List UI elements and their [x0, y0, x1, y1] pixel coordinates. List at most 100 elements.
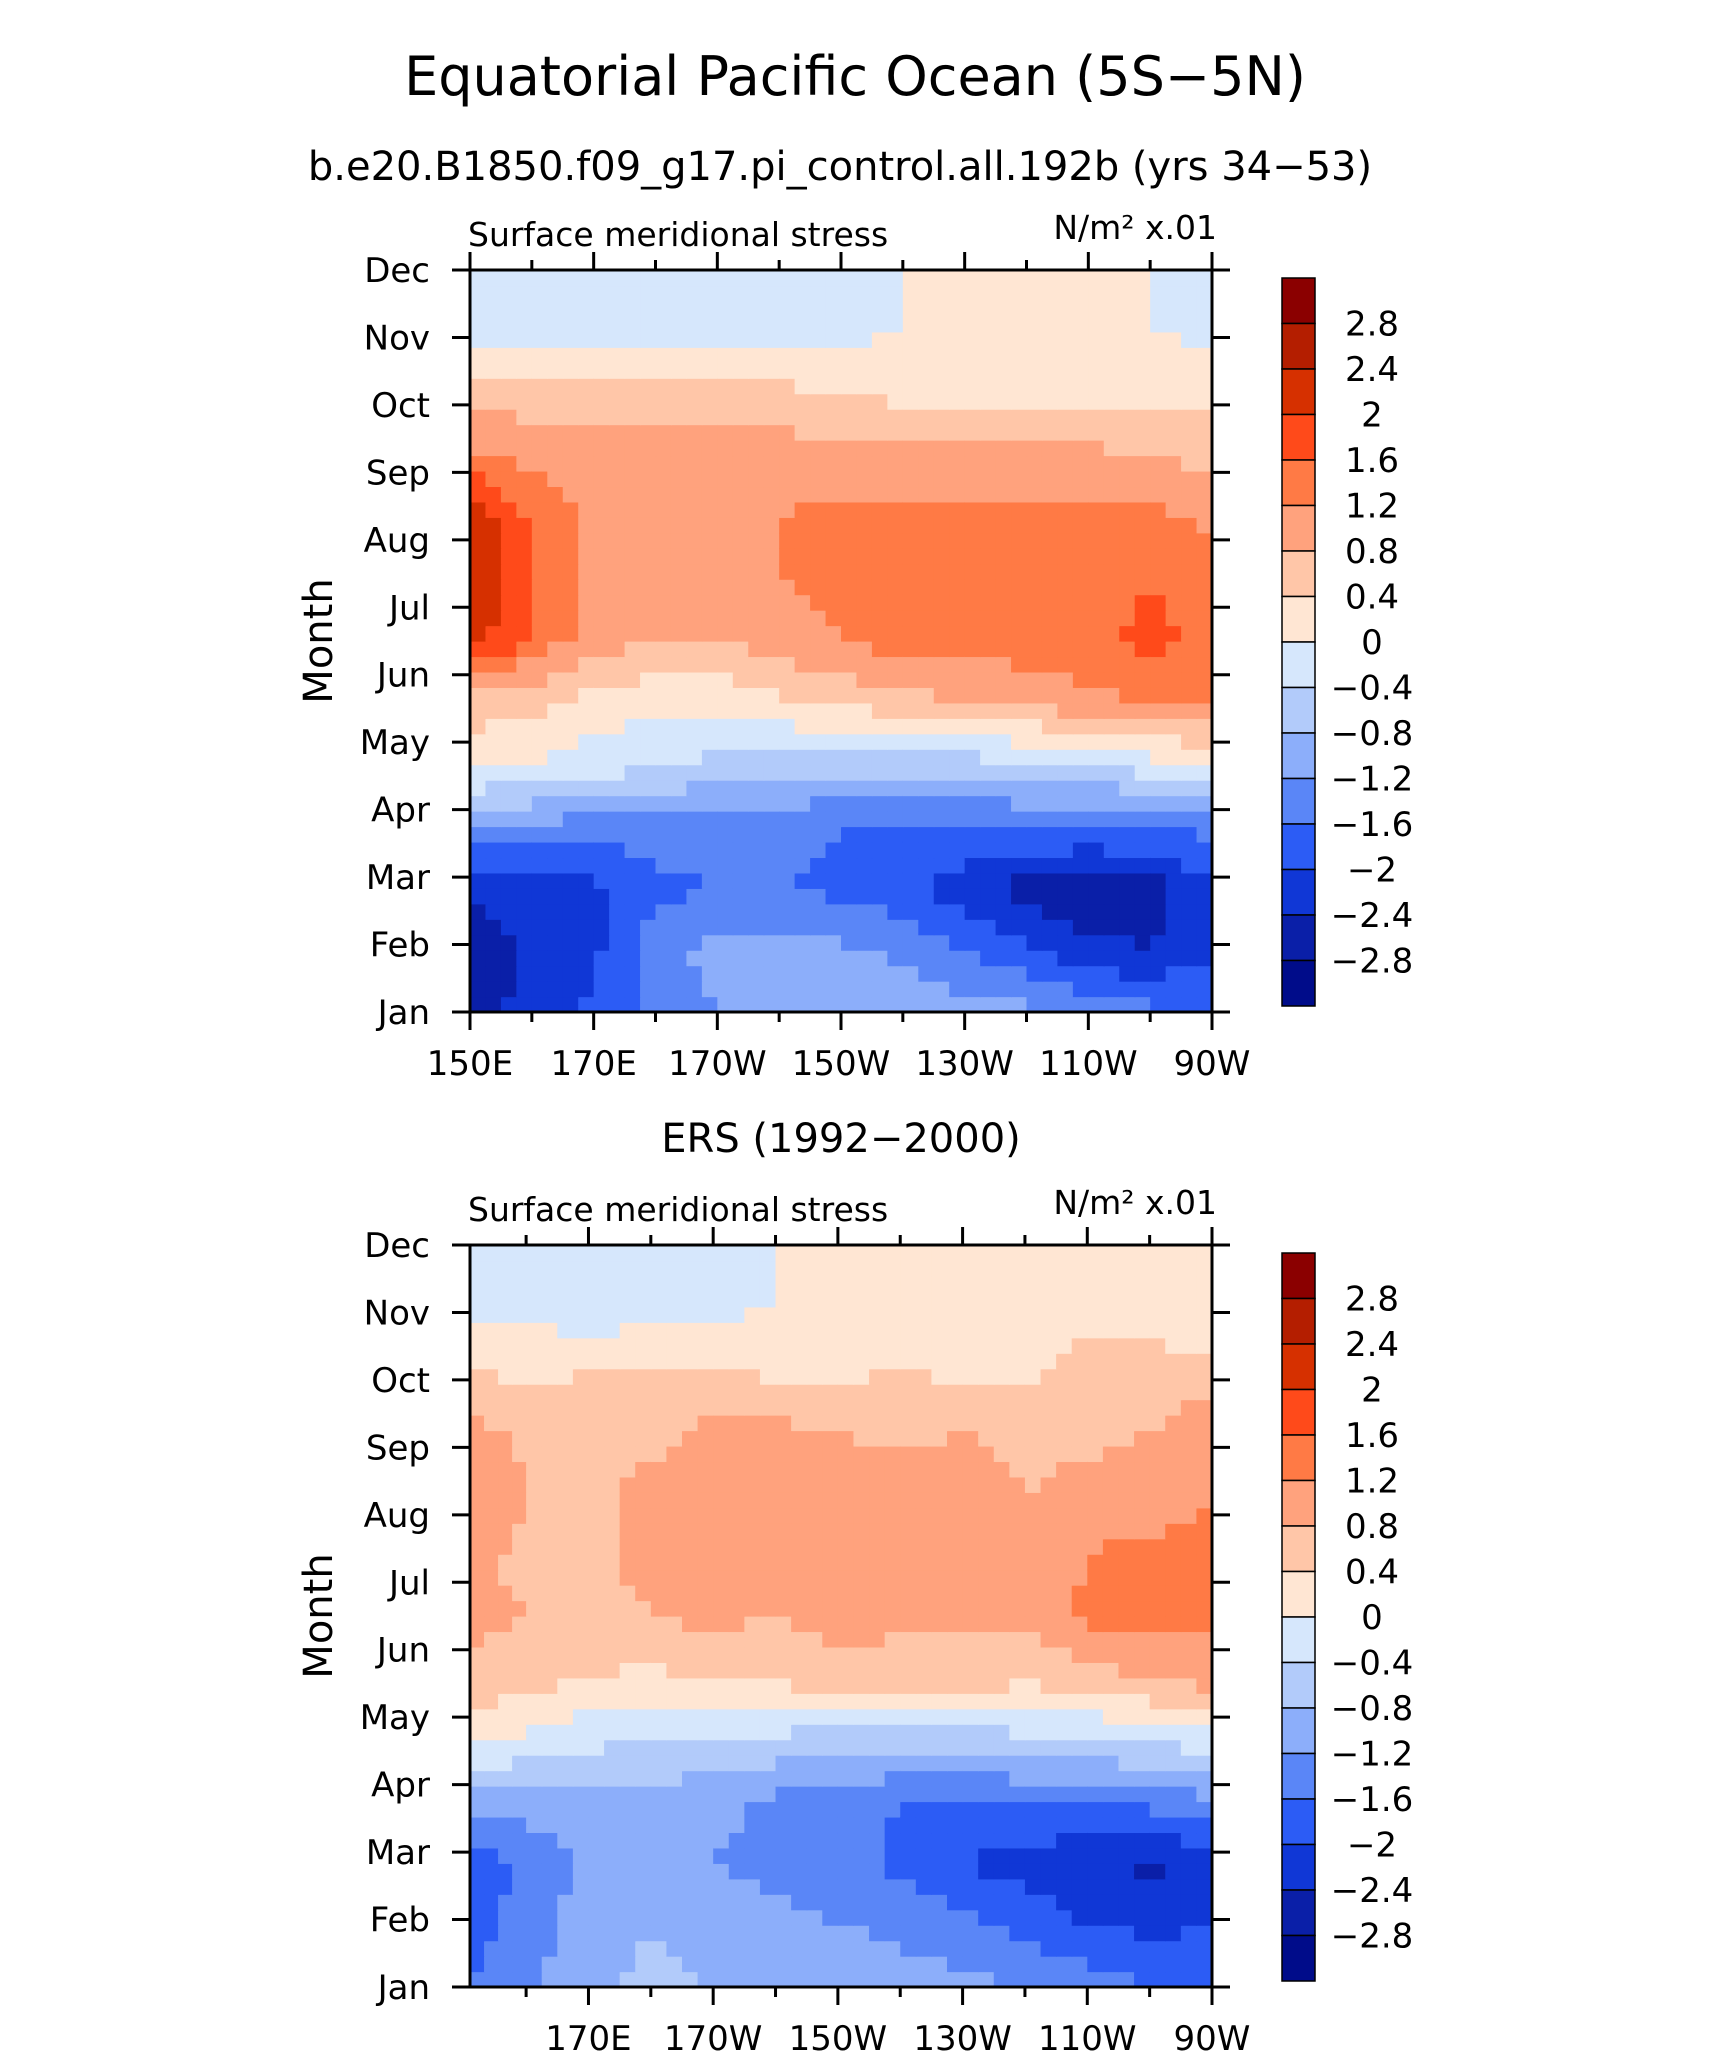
heatmap-cell — [995, 532, 1012, 549]
heatmap-cell — [995, 270, 1012, 287]
heatmap-cell — [728, 1430, 745, 1447]
heatmap-cell — [1181, 300, 1198, 317]
heatmap-cell — [775, 1956, 792, 1973]
heatmap-cell — [918, 903, 935, 920]
heatmap-cell — [1134, 919, 1151, 936]
heatmap-cell — [980, 300, 997, 317]
heatmap-cell — [900, 1291, 917, 1308]
heatmap-cell — [1088, 440, 1105, 457]
heatmap-cell — [837, 1816, 855, 1834]
heatmap-cell — [498, 1384, 513, 1401]
heatmap-cell — [1057, 934, 1074, 951]
heatmap-cell — [655, 656, 672, 673]
heatmap-cell — [1196, 393, 1213, 410]
heatmap-cell — [759, 1677, 777, 1694]
heatmap-cell — [884, 1245, 901, 1262]
heatmap-cell — [619, 1322, 636, 1339]
heatmap-cell — [686, 548, 703, 565]
heatmap-cell — [500, 764, 517, 781]
heatmap-cell — [837, 1894, 855, 1911]
colorbar-label: −2 — [1347, 851, 1397, 891]
heatmap-cell — [1088, 857, 1105, 874]
heatmap-cell — [1196, 1554, 1213, 1571]
heatmap-cell — [732, 331, 749, 348]
heatmap-cell — [964, 393, 981, 410]
heatmap-cell — [1088, 965, 1105, 982]
heatmap-cell — [856, 486, 873, 503]
heatmap-cell — [1180, 1816, 1198, 1834]
heatmap-cell — [947, 1646, 964, 1663]
heatmap-cell — [1071, 1631, 1088, 1648]
heatmap-cell — [609, 780, 626, 797]
heatmap-cell — [902, 486, 919, 503]
heatmap-cell — [915, 1275, 933, 1292]
heatmap-cell — [794, 532, 811, 549]
heatmap-cell — [666, 1770, 683, 1787]
heatmap-cell — [869, 1523, 886, 1540]
heatmap-cell — [1165, 316, 1182, 333]
heatmap-cell — [791, 1353, 808, 1370]
heatmap-cell — [1103, 641, 1120, 658]
heatmap-cell — [993, 1631, 1010, 1648]
heatmap-cell — [915, 1925, 933, 1942]
heatmap-cell — [779, 625, 796, 642]
heatmap-cell — [484, 1646, 499, 1663]
heatmap-cell — [470, 331, 487, 348]
heatmap-cell — [931, 1337, 948, 1354]
heatmap-cell — [1057, 362, 1074, 379]
heatmap-cell — [779, 780, 796, 797]
heatmap-cell — [717, 393, 734, 410]
heatmap-cell — [1119, 841, 1136, 859]
heatmap-cell — [748, 795, 765, 812]
heatmap-cell — [759, 1415, 777, 1432]
heatmap-cell — [794, 826, 811, 843]
heatmap-cell — [884, 1616, 901, 1633]
heatmap-cell — [915, 1368, 933, 1385]
heatmap-cell — [964, 656, 981, 673]
heatmap-cell — [947, 1260, 964, 1277]
heatmap-cell — [593, 594, 610, 611]
heatmap-cell — [609, 563, 626, 580]
heatmap-cell — [915, 1863, 933, 1880]
heatmap-cell — [635, 1353, 652, 1370]
heatmap-cell — [1056, 1724, 1073, 1741]
heatmap-cell — [1134, 841, 1151, 859]
heatmap-cell — [763, 316, 780, 333]
heatmap-cell — [650, 1693, 668, 1710]
heatmap-cell — [962, 1801, 979, 1818]
heatmap-cell — [791, 1600, 808, 1617]
heatmap-cell — [775, 1275, 792, 1292]
heatmap-cell — [744, 1245, 761, 1262]
heatmap-cell — [732, 347, 749, 364]
heatmap-cell — [728, 1739, 745, 1756]
heatmap-cell — [516, 300, 533, 317]
heatmap-cell — [1134, 563, 1151, 580]
heatmap-cell — [1088, 872, 1105, 889]
heatmap-cell — [609, 656, 626, 673]
heatmap-cell — [856, 950, 873, 967]
heatmap-cell — [980, 470, 997, 488]
heatmap-cell — [619, 1816, 636, 1834]
heatmap-cell — [900, 1353, 917, 1370]
heatmap-cell — [650, 1353, 668, 1370]
heatmap-cell — [593, 671, 610, 688]
heatmap-cell — [962, 1415, 979, 1432]
heatmap-cell — [822, 1739, 839, 1756]
heatmap-cell — [666, 1708, 683, 1725]
heatmap-cell — [884, 1894, 901, 1911]
heatmap-cell — [744, 1461, 761, 1478]
heatmap-cell — [516, 501, 533, 518]
heatmap-cell — [1040, 1832, 1057, 1849]
heatmap-cell — [1087, 1461, 1104, 1478]
heatmap-cell — [794, 981, 811, 998]
heatmap-cell — [964, 965, 981, 982]
heatmap-cell — [578, 965, 595, 982]
heatmap-cell — [484, 1878, 499, 1895]
heatmap-cell — [900, 1415, 917, 1432]
heatmap-cell — [871, 656, 888, 673]
heatmap-cell — [572, 1260, 590, 1277]
heatmap-cell — [512, 1554, 527, 1571]
heatmap-cell — [763, 919, 780, 936]
heatmap-cell — [806, 1616, 823, 1633]
heatmap-cell — [1072, 409, 1089, 426]
